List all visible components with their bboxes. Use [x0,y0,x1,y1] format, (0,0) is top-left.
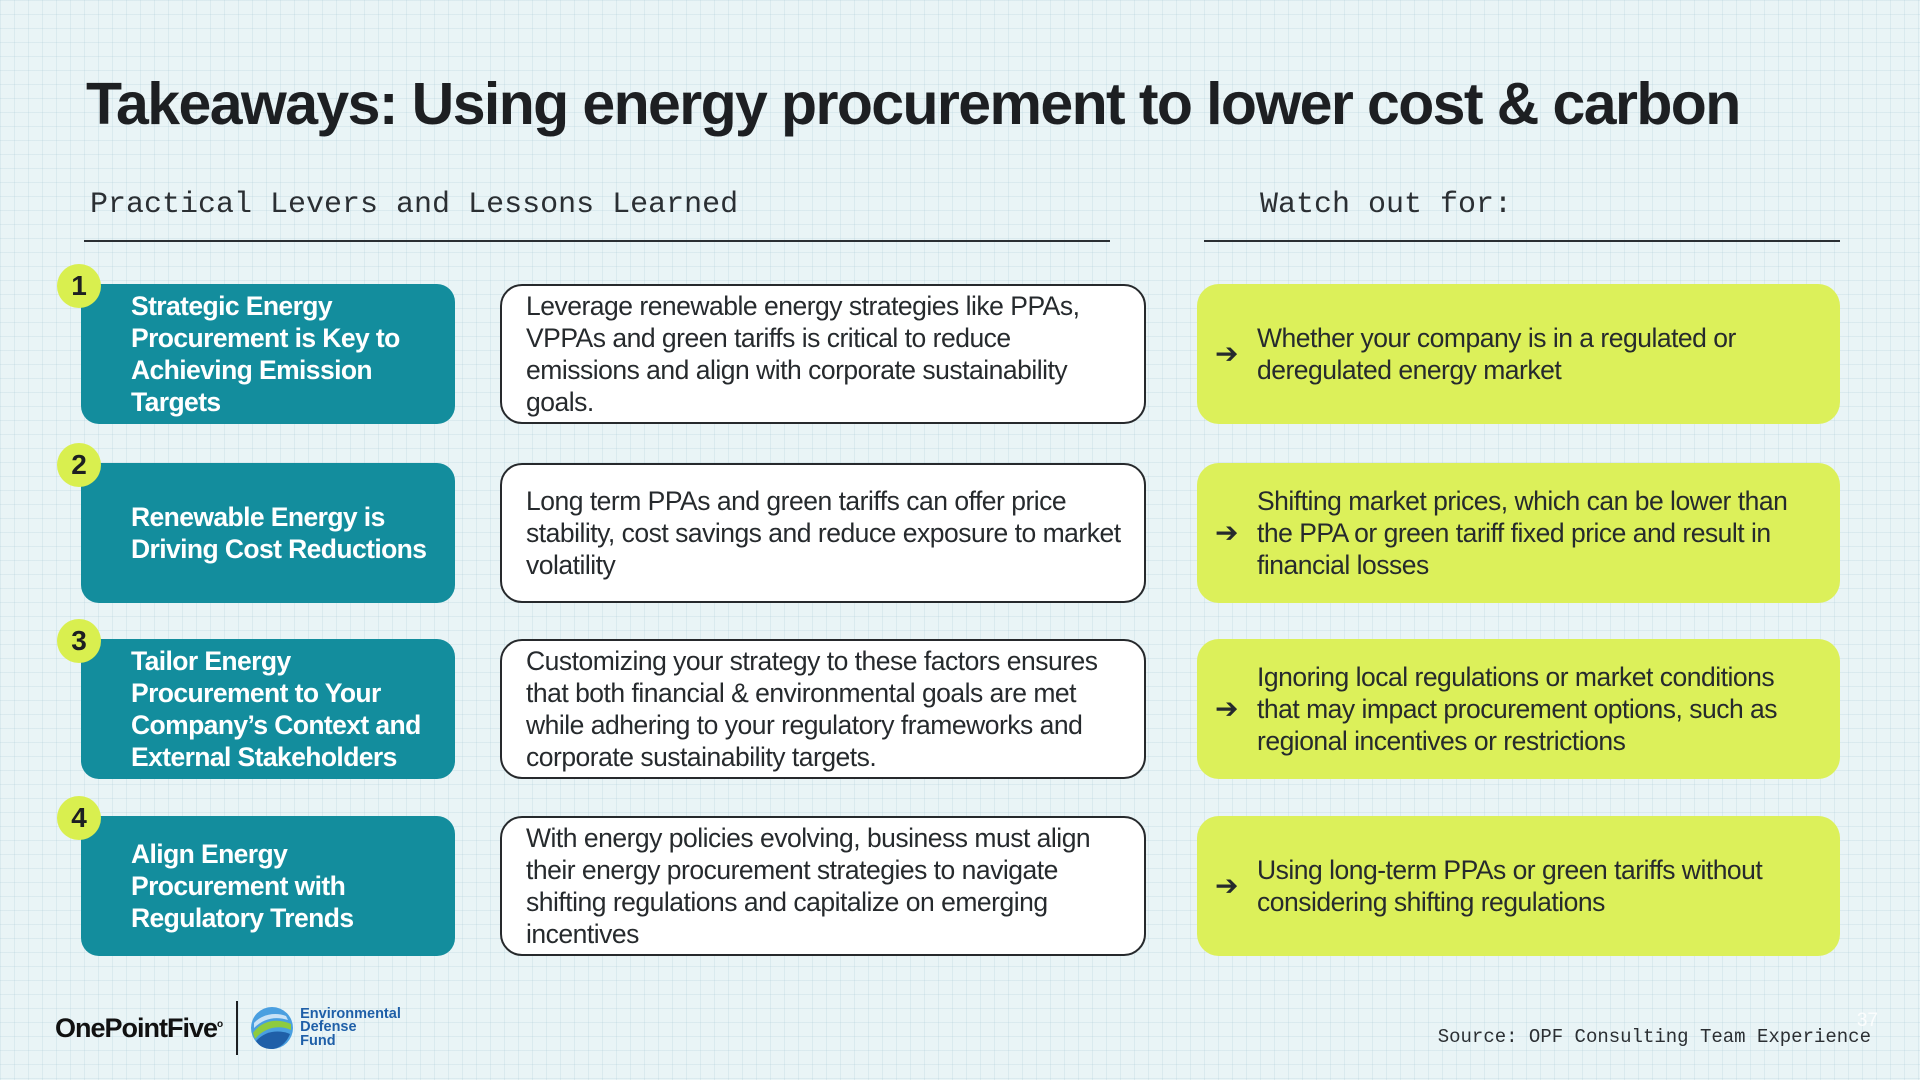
lesson-text: Customizing your strategy to these facto… [526,646,1098,772]
lesson-text: With energy policies evolving, business … [526,823,1091,949]
takeaway-row-2: Renewable Energy is Driving Cost Reducti… [0,443,1920,603]
logo-divider [236,1001,239,1055]
number-badge: 2 [57,443,101,487]
edf-line: Defense [300,1019,357,1036]
watch-out-text: Shifting market prices, which can be low… [1257,486,1788,580]
takeaway-row-1: Strategic Energy Procurement is Key to A… [0,264,1920,424]
arrow-right-icon: ➔ [1215,517,1238,548]
takeaway-row-4: Align Energy Procurement with Regulatory… [0,796,1920,956]
lever-text: Strategic Energy Procurement is Key to A… [131,291,400,417]
watch-out-text: Using long-term PPAs or green tariffs wi… [1257,855,1763,917]
number-badge: 1 [57,264,101,308]
lesson-box: Long term PPAs and green tariffs can off… [500,463,1146,603]
arrow-right-icon: ➔ [1215,870,1238,901]
edf-line: Environmental [300,1005,401,1022]
lever-box: Strategic Energy Procurement is Key to A… [81,284,455,424]
watch-out-box: ➔ Shifting market prices, which can be l… [1197,463,1840,603]
number-badge: 4 [57,796,101,840]
arrow-right-icon: ➔ [1215,693,1238,724]
onepointfive-logo-text: OnePointFive [55,1012,218,1043]
footer-logos: OnePointFiveo Environmental Defense Fund [55,1000,401,1056]
watch-out-box: ➔ Using long-term PPAs or green tariffs … [1197,816,1840,956]
watch-out-box: ➔ Ignoring local regulations or market c… [1197,639,1840,779]
lever-box: Tailor Energy Procurement to Your Compan… [81,639,455,779]
page-title: Takeaways: Using energy procurement to l… [86,71,1741,137]
lever-text: Align Energy Procurement with Regulatory… [131,839,354,933]
number-badge: 3 [57,619,101,663]
lesson-text: Leverage renewable energy strategies lik… [526,291,1080,417]
watch-out-text: Ignoring local regulations or market con… [1257,662,1778,756]
lever-box: Align Energy Procurement with Regulatory… [81,816,455,956]
onepointfive-logo: OnePointFiveo [55,1012,223,1044]
takeaway-row-3: Tailor Energy Procurement to Your Compan… [0,619,1920,779]
lesson-box: Leverage renewable energy strategies lik… [500,284,1146,424]
edf-logo-icon [251,1007,294,1049]
lever-text: Tailor Energy Procurement to Your Compan… [131,646,421,772]
lesson-box: Customizing your strategy to these facto… [500,639,1146,779]
watch-out-box: ➔ Whether your company is in a regulated… [1197,284,1840,424]
arrow-right-icon: ➔ [1215,338,1238,369]
edf-line: Fund [300,1032,336,1049]
lever-text: Renewable Energy is Driving Cost Reducti… [131,502,427,564]
degree-mark-icon: o [217,1018,223,1030]
lever-box: Renewable Energy is Driving Cost Reducti… [81,463,455,603]
watch-out-text: Whether your company is in a regulated o… [1257,323,1736,385]
source-note: Source: OPF Consulting Team Experience [1437,1026,1871,1048]
lesson-text: Long term PPAs and green tariffs can off… [526,486,1121,580]
edf-logo-text: Environmental Defense Fund [300,1005,401,1049]
page-number: 37 [1856,1010,1878,1031]
lesson-box: With energy policies evolving, business … [500,816,1146,956]
right-section-heading: Watch out for: [1204,188,1840,242]
left-section-heading: Practical Levers and Lessons Learned [84,188,1110,242]
